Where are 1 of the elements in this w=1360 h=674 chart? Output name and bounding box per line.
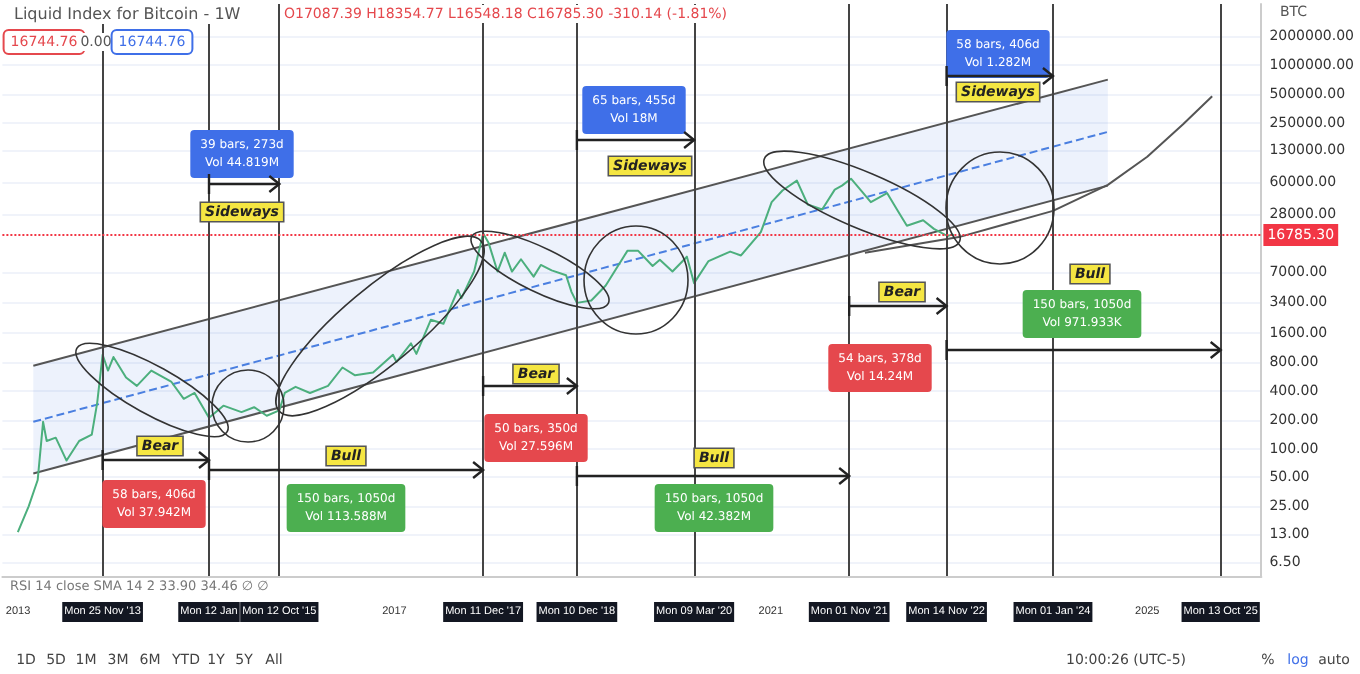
chart-title: Liquid Index for Bitcoin - 1W	[14, 5, 241, 23]
